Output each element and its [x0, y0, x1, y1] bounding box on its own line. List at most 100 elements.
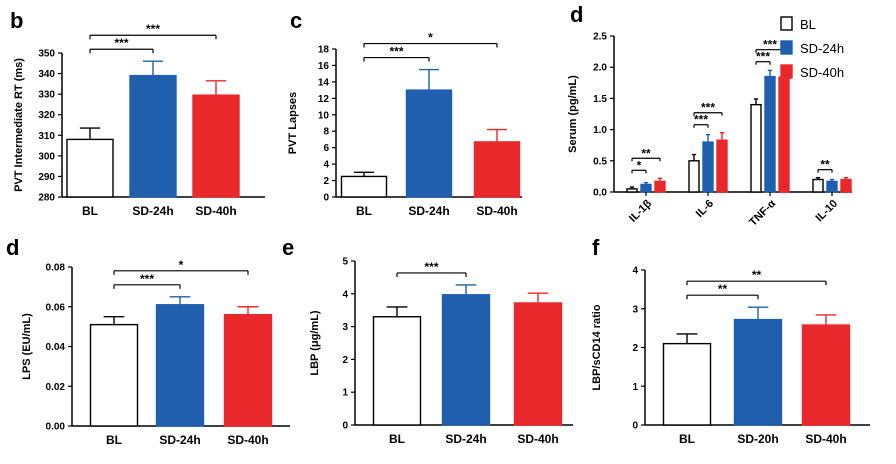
- chart-panel-f: f 0 1 2 3 4 LBP/sCD14 ratio BL SD-20h SD-40h ** **: [591, 235, 870, 446]
- y-tick-label: 3: [632, 304, 638, 315]
- x-tick-label: TNF-α: [747, 197, 778, 228]
- bar: [733, 318, 783, 426]
- significance-label: ***: [114, 36, 128, 50]
- bar: [812, 178, 824, 193]
- y-tick-label: 310: [38, 131, 55, 142]
- x-tick-label: BL: [356, 204, 372, 218]
- panel-label: b: [10, 8, 23, 33]
- bar: [155, 304, 205, 427]
- bar: [223, 314, 273, 427]
- legend-swatch: [780, 64, 793, 79]
- panel-label: d: [6, 235, 19, 260]
- x-tick-label: BL: [82, 204, 98, 218]
- y-axis-label: LPS (EU/mL): [21, 313, 33, 380]
- bar: [702, 141, 714, 193]
- significance-label: ***: [756, 50, 770, 64]
- y-tick-label: 4: [323, 160, 329, 171]
- y-tick-label: 16: [318, 61, 330, 72]
- legend-label: SD-24h: [800, 41, 844, 56]
- bar: [405, 89, 453, 198]
- bar: [778, 76, 790, 193]
- y-tick-label: 18: [318, 45, 330, 56]
- legend-label: SD-40h: [800, 65, 844, 80]
- bar: [441, 294, 491, 426]
- x-tick-label: BL: [106, 433, 122, 447]
- y-tick-label: 1.0: [593, 125, 607, 136]
- y-axis-label: Serum (pg/mL): [567, 75, 579, 153]
- y-tick-label: 300: [38, 151, 55, 162]
- x-tick-label: SD-24h: [408, 204, 449, 218]
- x-tick-label: BL: [679, 432, 695, 446]
- x-tick-label: SD-40h: [476, 204, 517, 218]
- y-tick-label: 5: [342, 257, 348, 268]
- y-axis-label: PVT Intermediate RT (ms): [13, 58, 25, 192]
- y-tick-label: 0.00: [46, 422, 66, 433]
- bar: [662, 342, 712, 426]
- y-tick-label: 330: [38, 90, 55, 101]
- bar: [716, 139, 728, 193]
- legend-swatch: [780, 16, 793, 31]
- y-tick-label: 1: [632, 382, 638, 393]
- x-tick-label: SD-20h: [737, 432, 778, 446]
- y-tick-label: 0.5: [593, 156, 607, 167]
- legend-label: BL: [800, 17, 816, 32]
- significance-label: ***: [701, 101, 715, 115]
- significance-label: ***: [140, 272, 154, 286]
- legend-swatch: [780, 40, 793, 55]
- significance-label: *: [637, 158, 642, 172]
- x-tick-label: IL-6: [694, 198, 716, 220]
- panel-label: d: [570, 2, 583, 27]
- panel-label: c: [290, 8, 302, 33]
- y-tick-label: 2: [323, 176, 329, 187]
- y-tick-label: 2.5: [593, 32, 607, 43]
- y-tick-label: 2: [342, 355, 348, 366]
- significance-label: ***: [694, 113, 708, 127]
- significance-label: *: [179, 258, 184, 272]
- y-tick-label: 320: [38, 110, 55, 121]
- significance-label: ***: [389, 45, 403, 59]
- y-tick-label: 280: [38, 193, 55, 204]
- legend: BL SD-24h SD-40h: [780, 16, 844, 80]
- bar: [340, 175, 388, 198]
- chart-panel-d-bottom: d 0.00 0.02 0.04 0.06 0.08 LPS (EU/mL) BL SD-24h…: [6, 235, 290, 447]
- y-tick-label: 8: [323, 127, 329, 138]
- bar: [66, 138, 114, 198]
- y-axis-label: PVT Lapses: [287, 92, 299, 154]
- significance-label: **: [820, 158, 830, 172]
- y-tick-label: 0: [632, 421, 638, 432]
- y-tick-label: 4: [632, 266, 638, 277]
- y-tick-label: 1: [342, 388, 348, 399]
- bar: [192, 94, 240, 198]
- y-tick-label: 10: [318, 110, 330, 121]
- x-tick-label: SD-40h: [195, 204, 236, 218]
- y-tick-label: 3: [342, 322, 348, 333]
- x-tick-label: SD-24h: [159, 433, 200, 447]
- x-tick-label: SD-40h: [805, 432, 846, 446]
- bar: [626, 188, 638, 193]
- x-tick-label: SD-24h: [445, 432, 486, 446]
- chart-panel-d-top: d 0.0 0.5 1.0 1.5 2.0 2.5 Serum (pg/mL) IL-1β IL-…: [567, 2, 852, 229]
- significance-label: ***: [146, 22, 160, 36]
- significance-label: ***: [763, 38, 777, 52]
- significance-label: **: [718, 282, 728, 296]
- bar: [688, 160, 700, 193]
- bar: [640, 183, 652, 193]
- y-axis-label: LBP/sCD14 ratio: [591, 304, 603, 390]
- y-tick-label: 0.08: [46, 263, 66, 274]
- y-tick-label: 0.06: [46, 302, 66, 313]
- y-tick-label: 6: [323, 143, 329, 154]
- x-tick-label: IL-10: [813, 198, 840, 225]
- significance-label: ***: [424, 260, 438, 274]
- bar: [473, 141, 521, 198]
- y-tick-label: 0: [342, 421, 348, 432]
- bar: [372, 316, 422, 426]
- y-tick-label: 1.5: [593, 94, 607, 105]
- y-tick-label: 12: [318, 94, 330, 105]
- bar: [750, 103, 762, 193]
- panel-label: f: [592, 235, 600, 260]
- y-tick-label: 0.02: [46, 382, 66, 393]
- bar: [654, 180, 666, 193]
- y-axis-label: LBP (μg/mL): [309, 310, 321, 376]
- x-tick-label: SD-40h: [227, 433, 268, 447]
